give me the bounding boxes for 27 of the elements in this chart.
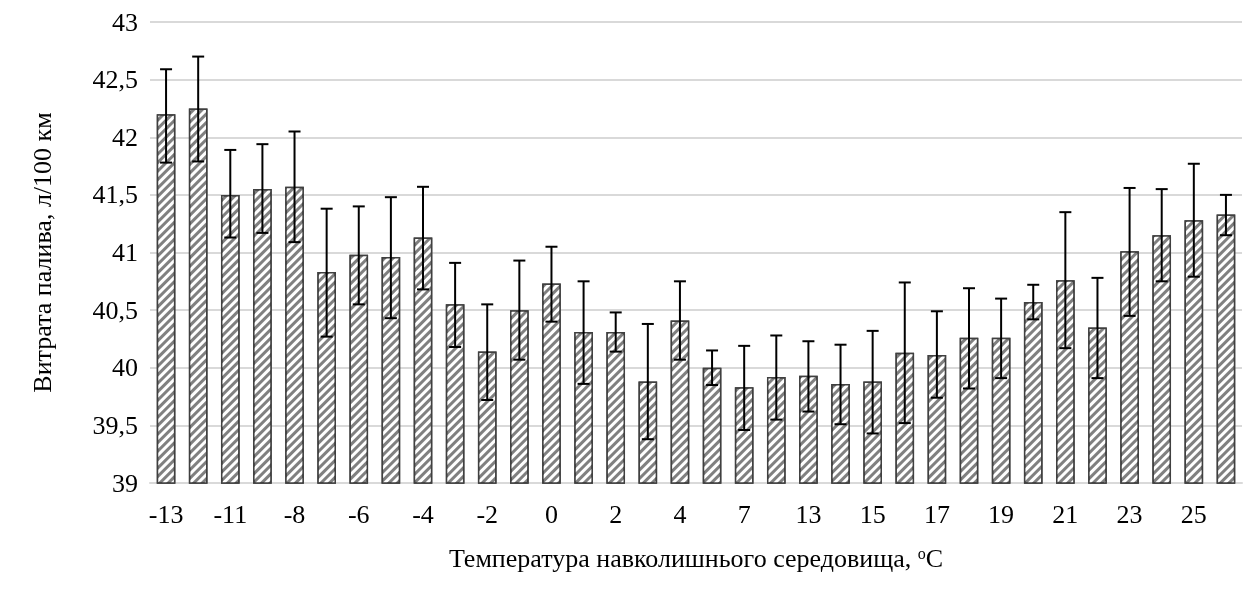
x-tick-label: 0 xyxy=(544,499,558,529)
y-tick-label: 40,5 xyxy=(92,295,138,325)
x-tick-label: -6 xyxy=(347,499,370,529)
y-tick-label: 41,5 xyxy=(92,180,138,210)
x-tick-label: 23 xyxy=(1116,499,1143,529)
x-tick-label: -11 xyxy=(213,499,248,529)
x-tick-label: 17 xyxy=(923,499,950,529)
y-tick-label: 42 xyxy=(112,122,138,152)
x-tick-label: 19 xyxy=(988,499,1015,529)
x-tick-label: -4 xyxy=(412,499,434,529)
x-tick-label: 25 xyxy=(1180,499,1207,529)
x-tick-label: 4 xyxy=(673,499,687,529)
x-tick-label: -8 xyxy=(283,499,306,529)
x-tick-label: 7 xyxy=(737,499,751,529)
y-tick-label: 41 xyxy=(112,238,138,267)
x-tick-label: -2 xyxy=(476,499,499,529)
y-tick-label: 39,5 xyxy=(92,410,138,440)
x-tick-label: 15 xyxy=(859,499,886,529)
x-tick-label: 13 xyxy=(795,499,822,529)
y-tick-label: 42,5 xyxy=(92,65,138,95)
y-tick-label: 43 xyxy=(112,7,138,37)
y-axis-title: Витрата палива, л/100 км xyxy=(27,112,57,393)
y-tick-label: 40 xyxy=(112,353,138,383)
x-tick-label: 2 xyxy=(609,499,623,529)
x-tick-label: 21 xyxy=(1052,499,1079,529)
y-tick-label: 39 xyxy=(112,468,138,498)
x-tick-label: -13 xyxy=(148,499,184,529)
